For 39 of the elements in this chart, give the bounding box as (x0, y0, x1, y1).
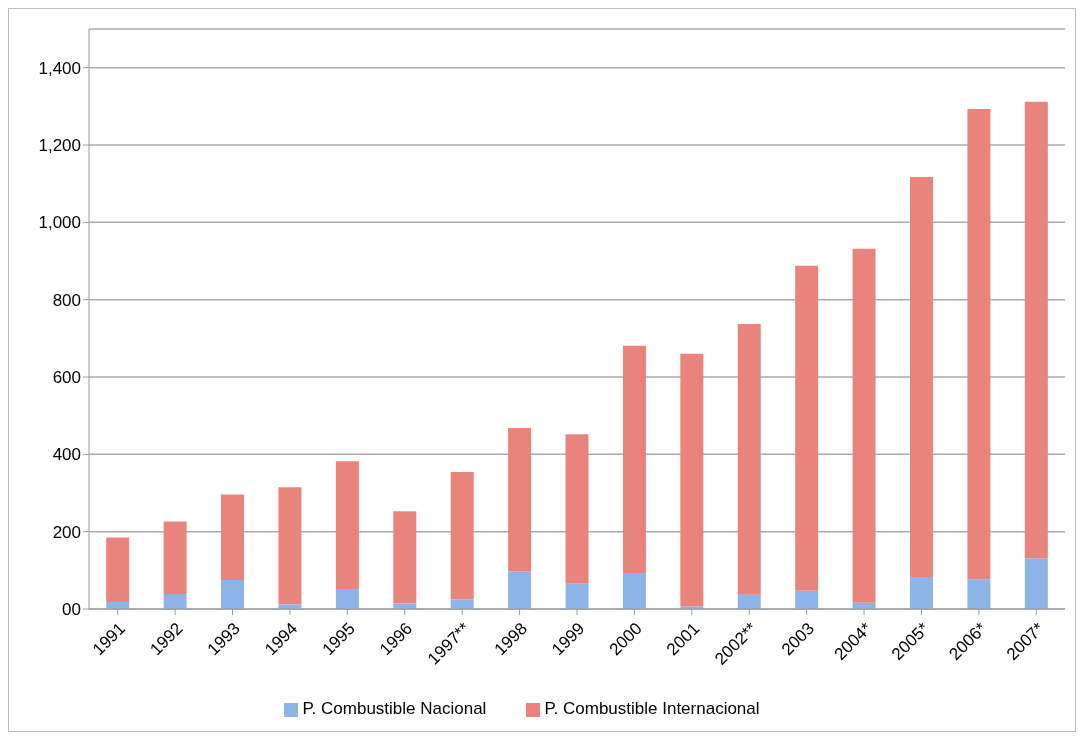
bar (622, 573, 646, 609)
y-tick-label: 400 (52, 445, 81, 465)
bar (1024, 101, 1048, 559)
bar (680, 353, 704, 607)
bar (508, 571, 532, 609)
bar (795, 265, 819, 591)
bar (1024, 558, 1048, 609)
bar (909, 576, 933, 609)
bar (852, 248, 876, 603)
bar (278, 487, 302, 605)
bar (737, 324, 761, 595)
legend-label: P. Combustible Nacional (302, 699, 487, 718)
y-tick-label: 1,000 (38, 213, 81, 233)
bar (508, 428, 532, 572)
bar (450, 472, 474, 600)
bar (565, 434, 589, 584)
bar (450, 599, 474, 609)
bar (737, 594, 761, 609)
bar (163, 593, 187, 609)
legend-label: P. Combustible Internacional (544, 699, 760, 718)
bar (967, 109, 991, 580)
y-tick-label: 1,400 (38, 58, 81, 78)
bar (909, 177, 933, 577)
y-tick-label: 200 (52, 522, 81, 542)
bar (221, 494, 245, 580)
bar (106, 537, 130, 603)
bar (163, 521, 187, 594)
bar (393, 511, 417, 604)
bar (967, 579, 991, 609)
bar (565, 583, 589, 609)
y-tick-label: 600 (52, 368, 81, 388)
bar (622, 345, 646, 574)
bar (335, 461, 359, 589)
y-tick-label: 800 (52, 290, 81, 310)
y-tick-label: 00 (62, 600, 81, 620)
bar (795, 590, 819, 609)
bar (335, 588, 359, 609)
y-tick-label: 1,200 (38, 136, 81, 156)
bar (221, 580, 245, 609)
